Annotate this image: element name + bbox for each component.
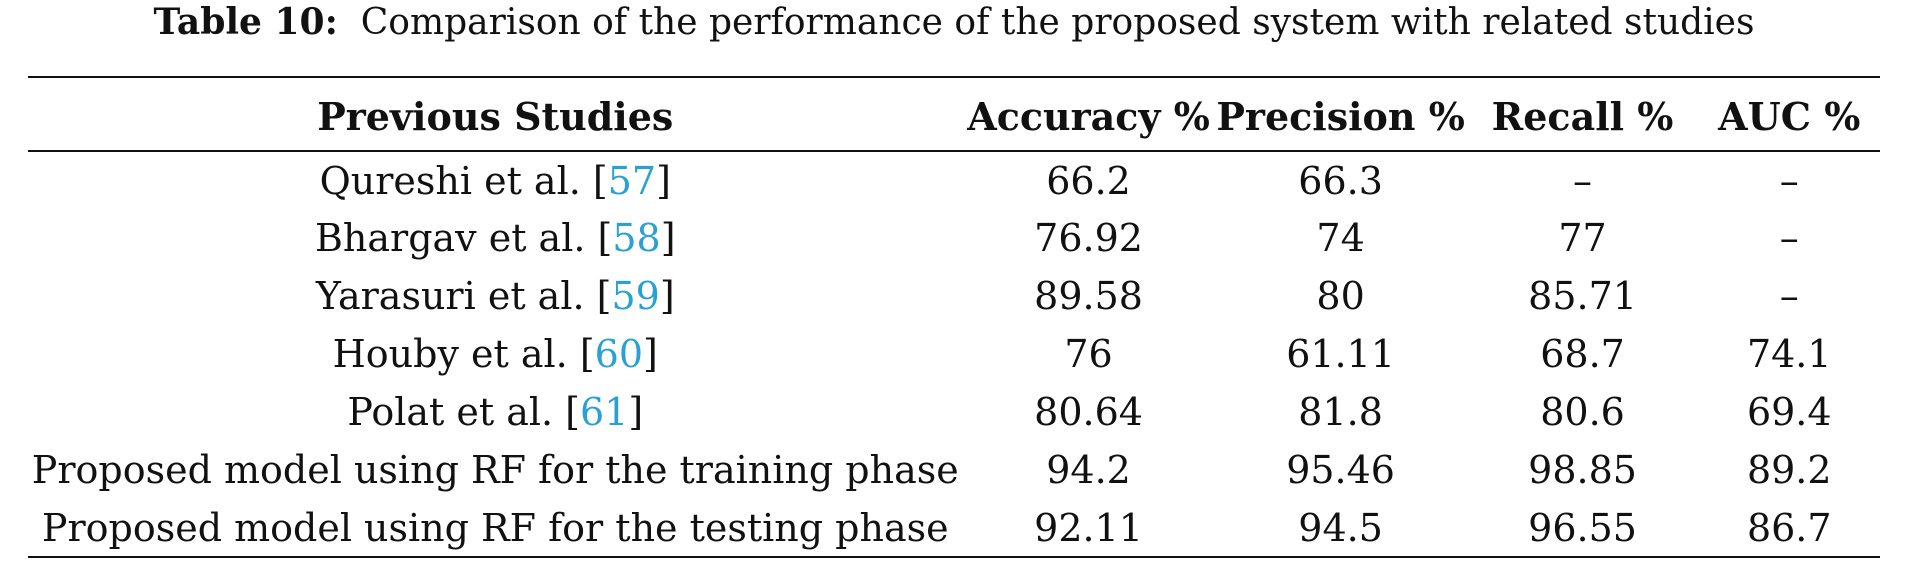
recall-cell: – <box>1573 158 1593 203</box>
precision-cell: 81.8 <box>1298 390 1383 434</box>
auc-cell: – <box>1779 216 1799 260</box>
recall-cell: 98.85 <box>1528 448 1637 492</box>
auc-cell: – <box>1779 274 1799 318</box>
citation-bracket: ] <box>628 390 644 434</box>
auc-cell: 74.1 <box>1746 332 1832 376</box>
table-caption-text: Comparison of the performance of the pro… <box>360 2 1755 43</box>
precision-cell: 80 <box>1316 274 1365 318</box>
table-header-row: Previous Studies Accuracy % Precision % … <box>28 77 1880 151</box>
citation-link[interactable]: 57 <box>607 158 657 203</box>
header-recall: Recall % <box>1491 93 1674 139</box>
study-name: Polat et al. [ <box>347 390 581 434</box>
accuracy-cell: 89.58 <box>1034 274 1143 318</box>
accuracy-cell: 76 <box>1064 332 1113 376</box>
study-cell: Proposed model using RF for the training… <box>28 441 963 499</box>
study-cell: Houby et al. [60] <box>28 325 963 383</box>
table-row: Proposed model using RF for the testing … <box>28 499 1880 557</box>
study-name: Proposed model using RF for the testing … <box>41 505 949 550</box>
recall-cell: 68.7 <box>1540 332 1625 376</box>
table-row: Qureshi et al. [57] 66.2 66.3 – – <box>28 151 1880 209</box>
auc-cell: 86.7 <box>1746 505 1832 550</box>
citation-link[interactable]: 61 <box>580 390 629 434</box>
accuracy-cell: 92.11 <box>1034 505 1143 550</box>
accuracy-cell: 80.64 <box>1034 390 1143 434</box>
precision-cell: 66.3 <box>1298 158 1383 203</box>
citation-link[interactable]: 59 <box>611 274 660 318</box>
precision-cell: 95.46 <box>1286 448 1395 492</box>
citation-bracket: ] <box>660 216 676 260</box>
header-accuracy: Accuracy % <box>967 93 1210 139</box>
accuracy-cell: 66.2 <box>1046 158 1131 203</box>
auc-cell: 69.4 <box>1746 390 1832 434</box>
study-name: Bhargav et al. [ <box>314 216 613 260</box>
study-cell: Polat et al. [61] <box>28 383 963 441</box>
citation-bracket: ] <box>659 274 675 318</box>
recall-cell: 96.55 <box>1528 505 1637 550</box>
study-name: Houby et al. [ <box>332 332 595 376</box>
header-previous-studies: Previous Studies <box>317 93 674 139</box>
table-row: Proposed model using RF for the training… <box>28 441 1880 499</box>
table-row: Houby et al. [60] 76 61.11 68.7 74.1 <box>28 325 1880 383</box>
auc-cell: 89.2 <box>1746 448 1832 492</box>
study-cell: Qureshi et al. [57] <box>28 151 963 209</box>
accuracy-cell: 76.92 <box>1034 216 1143 260</box>
table-row: Polat et al. [61] 80.64 81.8 80.6 69.4 <box>28 383 1880 441</box>
comparison-table: Previous Studies Accuracy % Precision % … <box>28 76 1880 558</box>
study-name: Qureshi et al. [ <box>319 158 608 203</box>
accuracy-cell: 94.2 <box>1046 448 1131 492</box>
citation-link[interactable]: 60 <box>594 332 644 376</box>
recall-cell: 85.71 <box>1528 274 1637 318</box>
recall-cell: 77 <box>1558 216 1607 260</box>
table-row: Yarasuri et al. [59] 89.58 80 85.71 – <box>28 267 1880 325</box>
precision-cell: 94.5 <box>1298 505 1383 550</box>
study-name: Yarasuri et al. [ <box>315 274 612 318</box>
table-caption: Table 10: Comparison of the performance … <box>0 0 1908 45</box>
precision-cell: 74 <box>1316 216 1365 260</box>
table-caption-label: Table 10: <box>153 1 338 43</box>
precision-cell: 61.11 <box>1286 332 1395 376</box>
citation-link[interactable]: 58 <box>612 216 661 260</box>
header-precision: Precision % <box>1216 93 1465 139</box>
study-cell: Bhargav et al. [58] <box>28 209 963 267</box>
recall-cell: 80.6 <box>1540 390 1625 434</box>
citation-bracket: ] <box>643 332 658 376</box>
study-cell: Yarasuri et al. [59] <box>28 267 963 325</box>
auc-cell: – <box>1779 158 1799 203</box>
study-cell: Proposed model using RF for the testing … <box>28 499 963 557</box>
study-name: Proposed model using RF for the training… <box>31 448 959 492</box>
citation-bracket: ] <box>656 158 671 203</box>
header-auc: AUC % <box>1718 93 1861 139</box>
table-row: Bhargav et al. [58] 76.92 74 77 – <box>28 209 1880 267</box>
